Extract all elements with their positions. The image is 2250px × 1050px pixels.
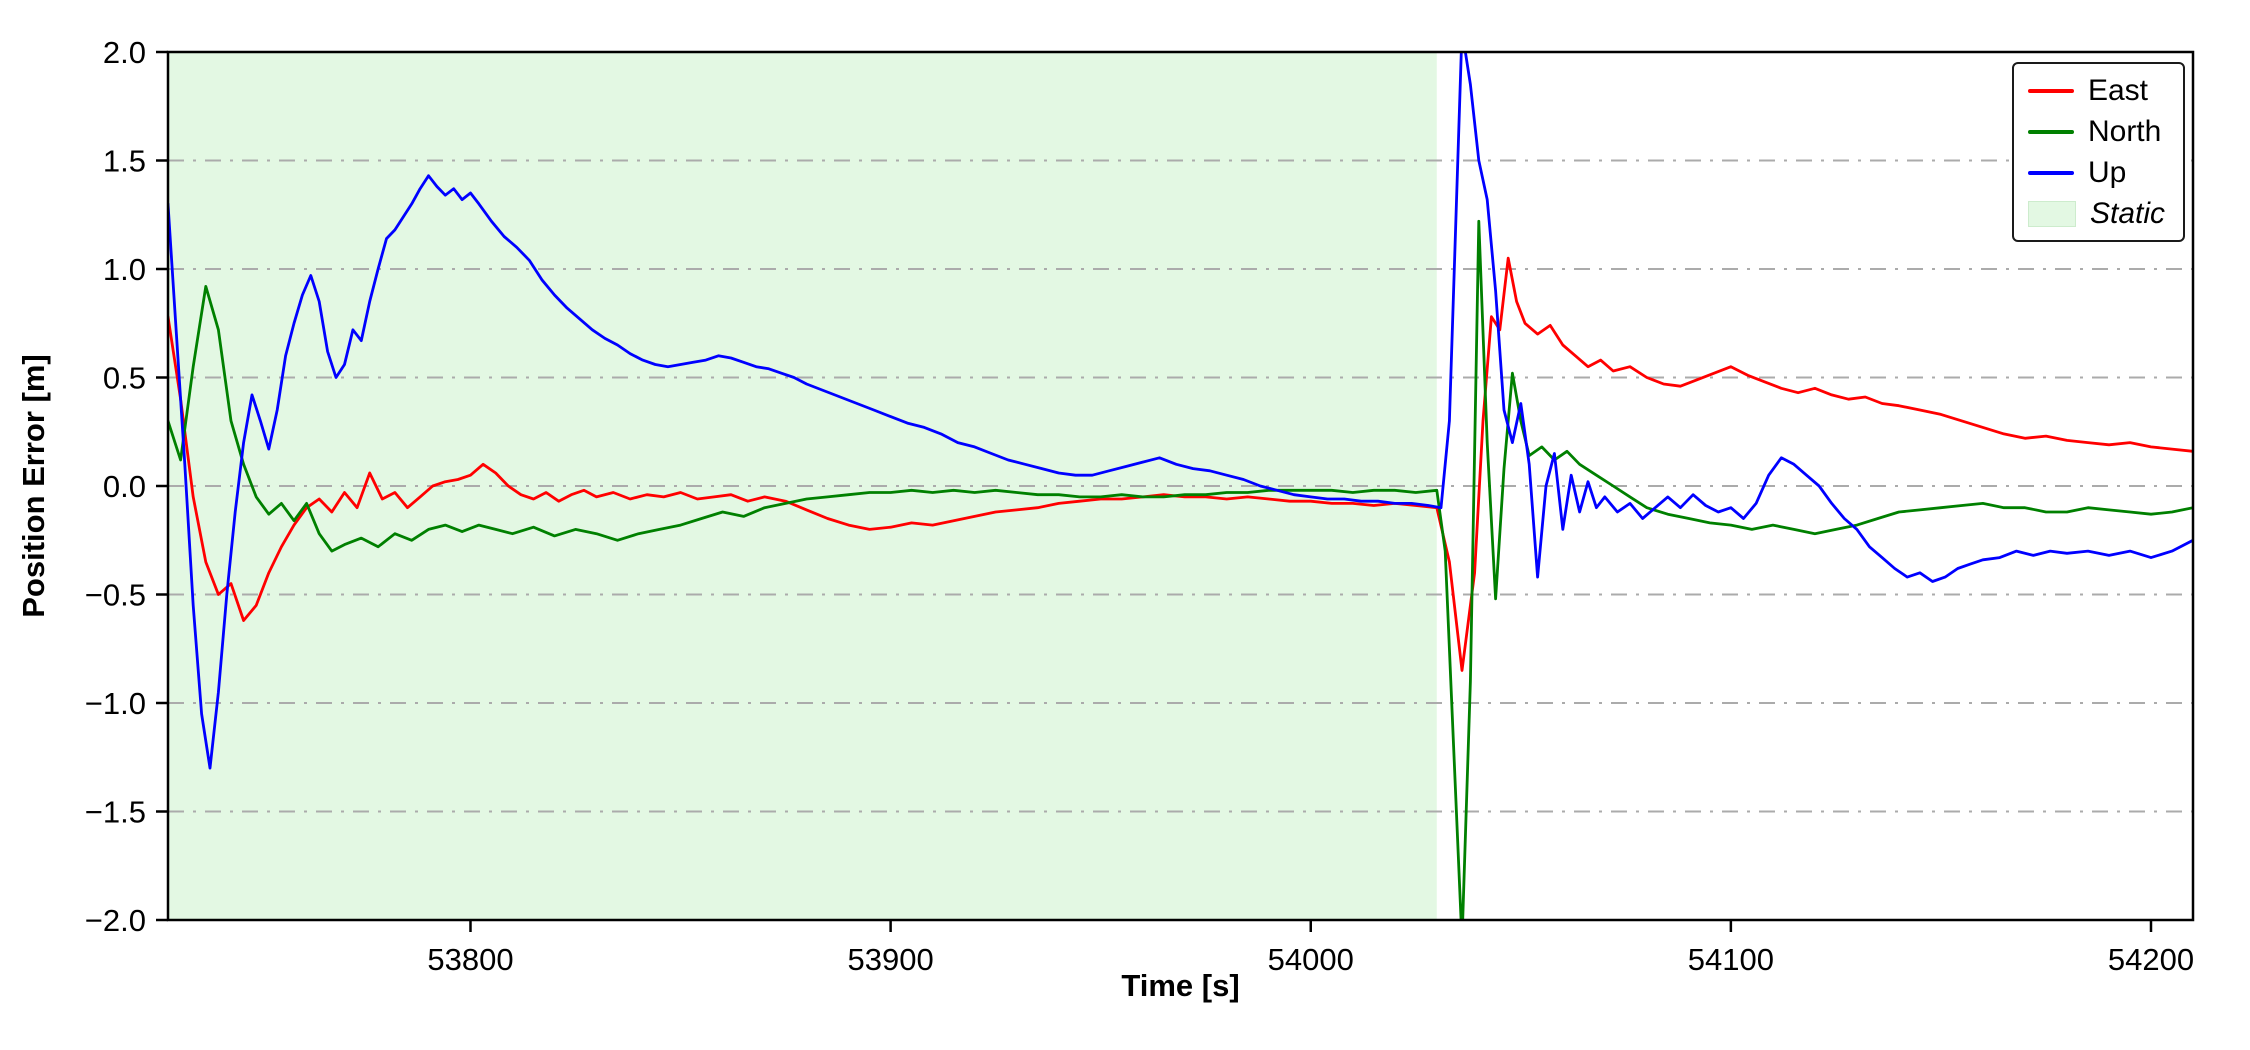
legend-label-north: North (2087, 115, 2162, 148)
east-line-swatch (2027, 88, 2074, 93)
legend-item-static: Static (2027, 197, 2165, 230)
series-line-east (168, 256, 2193, 672)
x-tick-label: 53900 (848, 942, 934, 977)
x-tick-label: 54100 (1688, 942, 1774, 977)
north-line-swatch (2027, 129, 2074, 134)
legend-label-static: Static (2089, 197, 2165, 230)
y-tick-label: −1.5 (85, 795, 146, 830)
y-tick-label: 2.0 (103, 35, 146, 70)
x-tick-label: 53800 (427, 942, 513, 977)
up-line-swatch (2027, 170, 2074, 175)
y-tick-label: −1.0 (85, 686, 146, 721)
y-tick-label: −0.5 (85, 578, 146, 613)
legend-item-east: East (2027, 74, 2165, 107)
y-tick-label: 0.5 (103, 361, 146, 396)
y-tick-label: −2.0 (85, 903, 146, 938)
legend-item-up: Up (2027, 156, 2165, 189)
static-patch-swatch (2027, 200, 2076, 227)
y-tick-label: 0.0 (103, 469, 146, 504)
y-tick-label: 1.0 (103, 252, 146, 287)
legend-item-north: North (2027, 115, 2165, 148)
series-line-north (168, 219, 2193, 920)
x-tick-label: 54000 (1268, 942, 1354, 977)
y-tick-label: 1.5 (103, 144, 146, 179)
series-line-up (168, 52, 2193, 770)
legend: East North Up Static (2011, 62, 2185, 242)
legend-label-up: Up (2087, 156, 2127, 189)
y-axis-label: Position Error [m] (16, 354, 51, 618)
legend-label-east: East (2087, 74, 2148, 107)
x-axis-label: Time [s] (1121, 968, 1240, 1003)
x-tick-label: 54200 (2108, 942, 2194, 977)
